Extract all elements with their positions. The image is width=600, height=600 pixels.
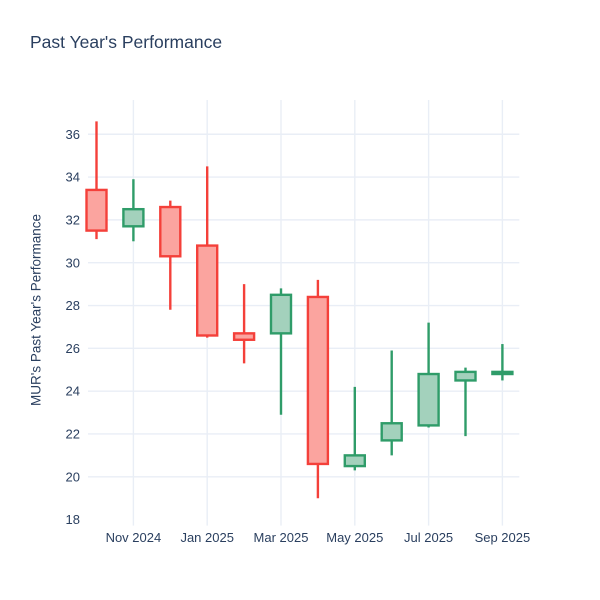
candle-body[interactable] [159,205,182,258]
y-tick-label: 28 [66,298,80,313]
candle-sep-2025[interactable] [491,344,514,381]
y-tick-label: 20 [66,469,80,484]
candle-jul-2025[interactable] [417,322,440,428]
y-tick-label: 32 [66,212,80,227]
candle-mar-2025[interactable] [269,288,293,415]
candle-may-2025[interactable] [343,386,366,471]
x-tick-label: Jul 2025 [404,530,453,545]
y-tick-label: 36 [66,127,80,142]
candle-apr-2025[interactable] [306,279,330,499]
candle-dec-2024[interactable] [159,200,182,310]
candle-jun-2025[interactable] [380,350,403,456]
candle-oct-2024[interactable] [85,121,108,240]
x-tick-label: Sep 2025 [475,530,531,545]
x-tick-label: Nov 2024 [106,530,162,545]
candle-body[interactable] [454,370,477,382]
candle-body[interactable] [232,332,256,341]
candle-body[interactable] [85,188,108,232]
candle-body[interactable] [491,370,514,376]
candle-body[interactable] [380,422,403,442]
y-tick-label: 24 [66,384,80,399]
y-tick-label: 22 [66,427,80,442]
chart-title: Past Year's Performance [30,32,223,52]
candle-body[interactable] [417,372,440,427]
candle-aug-2025[interactable] [454,367,477,437]
x-tick-label: Jan 2025 [180,530,234,545]
candle-jan-2025[interactable] [195,166,219,338]
y-tick-label: 26 [66,341,80,356]
candle-feb-2025[interactable] [232,284,256,364]
y-tick-label: 18 [66,512,80,527]
y-tick-label: 34 [66,170,80,185]
candle-body[interactable] [343,454,366,468]
x-tick-label: Mar 2025 [254,530,309,545]
candle-nov-2024[interactable] [122,179,145,242]
candle-body[interactable] [122,207,145,228]
x-tick-label: May 2025 [326,530,383,545]
y-tick-label: 30 [66,255,80,270]
candle-body[interactable] [306,295,330,466]
candle-body[interactable] [195,244,219,337]
candle-body[interactable] [269,293,293,335]
